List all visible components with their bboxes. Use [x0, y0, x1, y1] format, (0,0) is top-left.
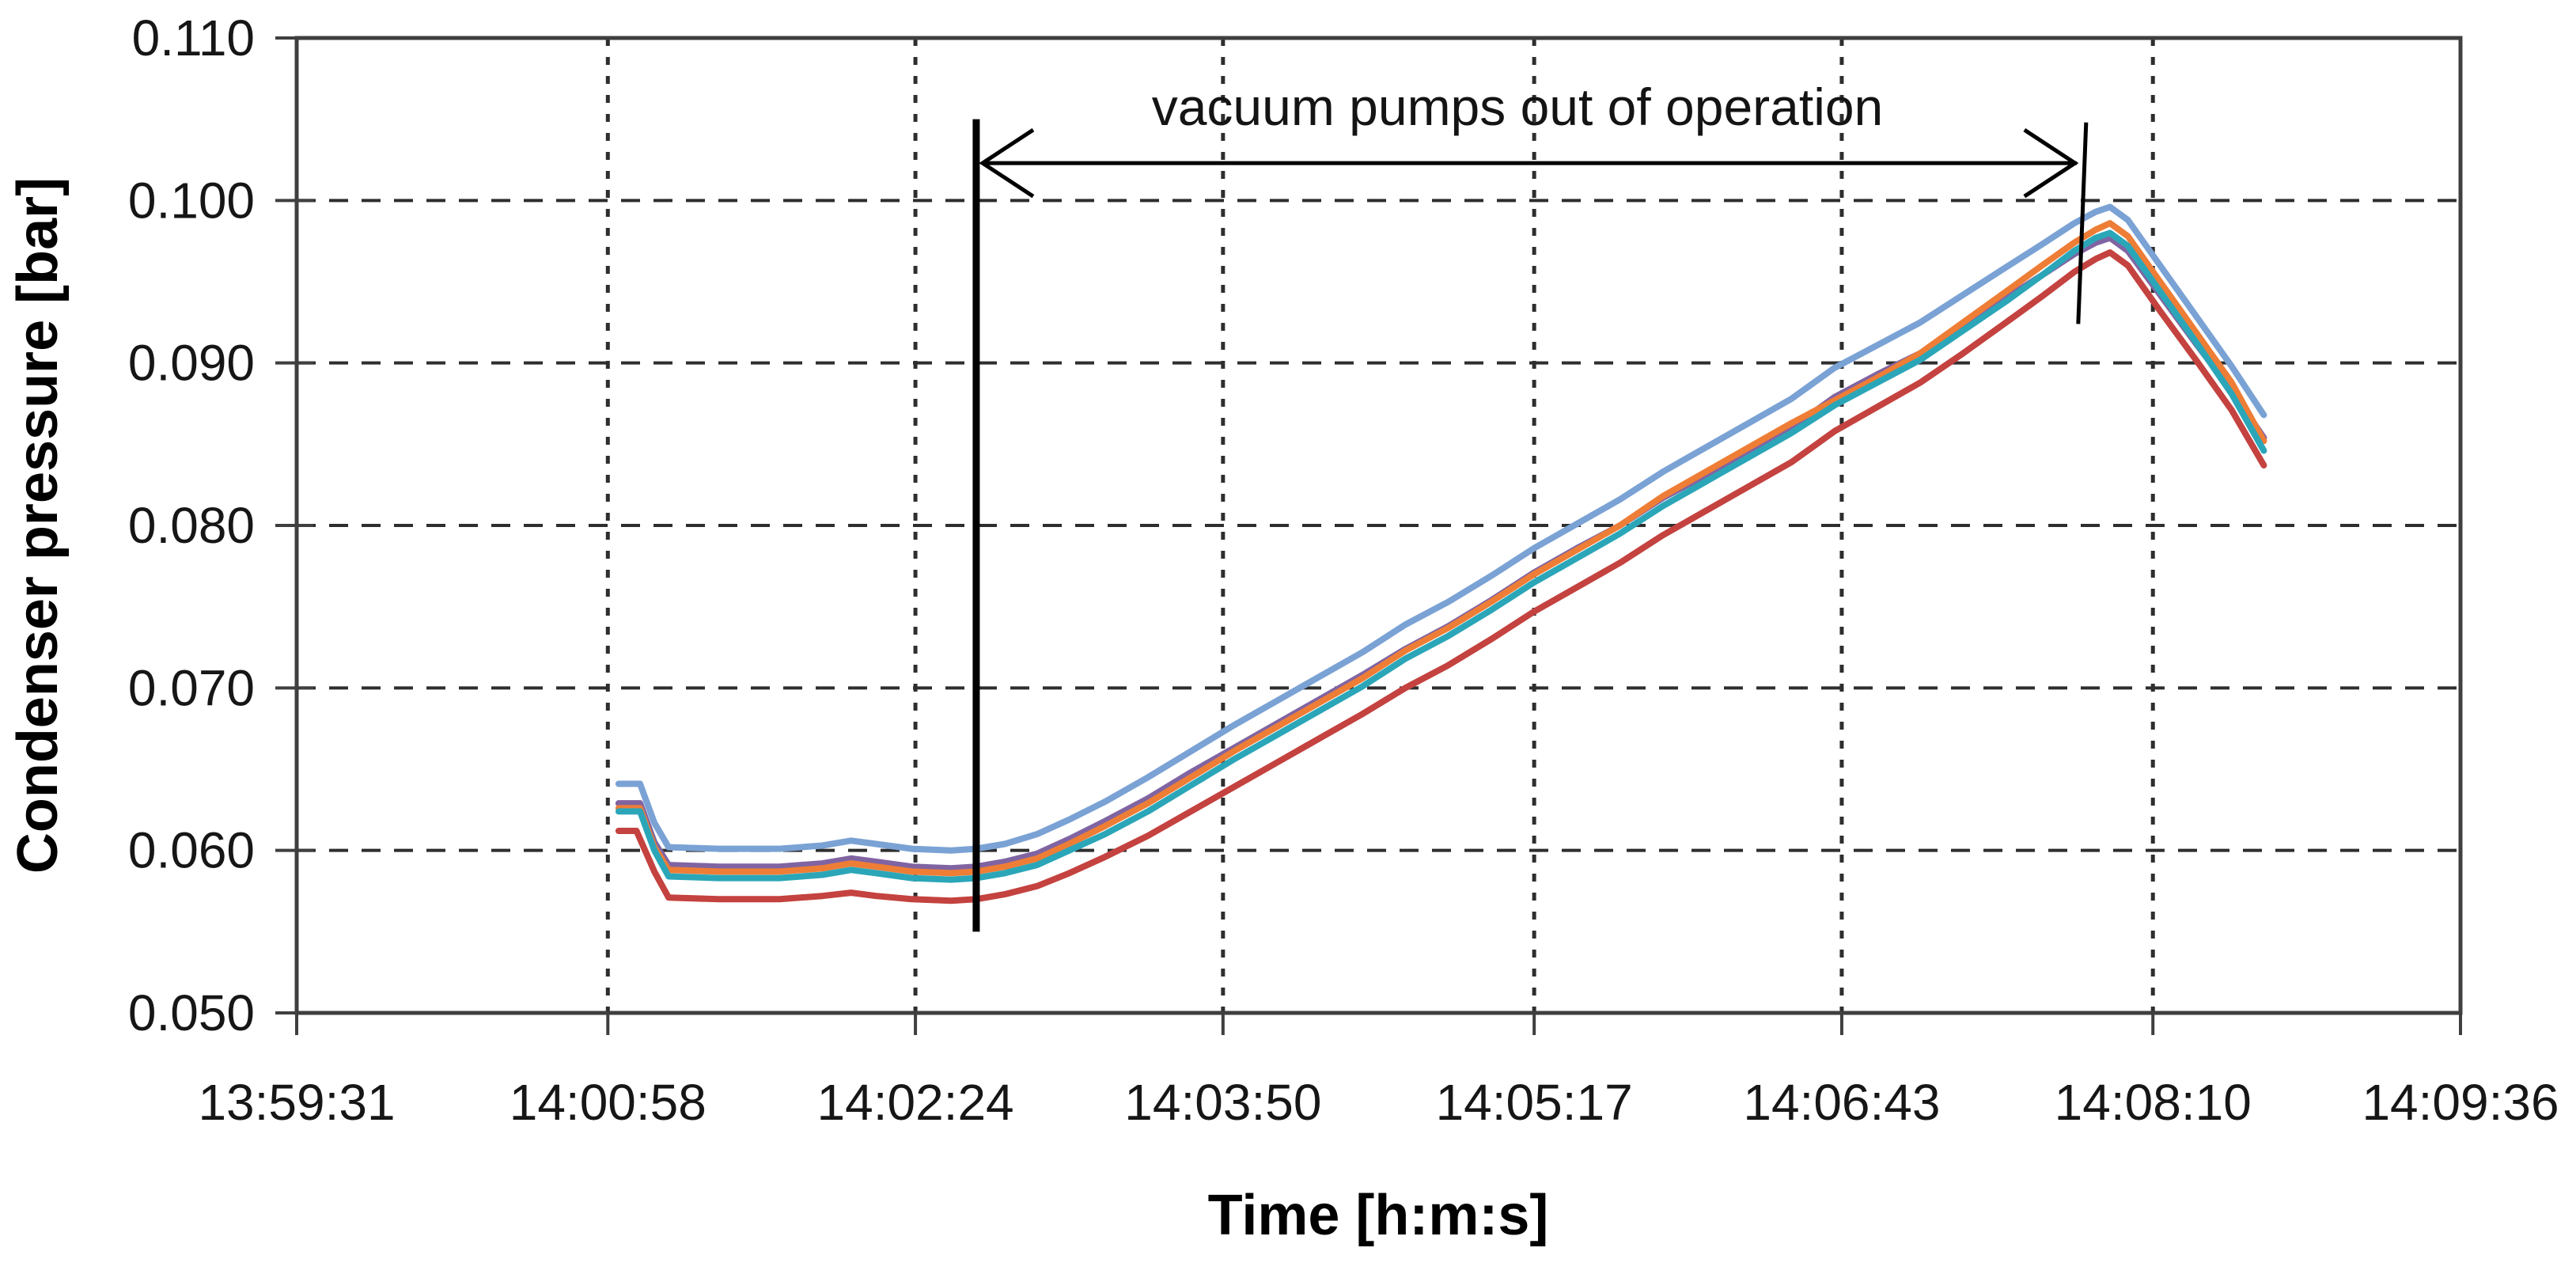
interval-end-marker	[2076, 122, 2089, 324]
y-tick-label: 0.080	[128, 497, 255, 554]
y-tick-label: 0.100	[128, 172, 255, 229]
x-tick-label: 14:03:50	[1124, 1074, 1321, 1131]
series-line-series_teal	[615, 229, 2267, 883]
arrowhead-left-icon	[979, 128, 1035, 199]
x-axis-title: Time [h:m:s]	[1208, 1184, 1549, 1247]
series-line-series_orange	[615, 220, 2267, 877]
series-line-series_red	[615, 249, 2267, 904]
gridlines	[297, 38, 2460, 1013]
x-axis-tick-labels: 13:59:31 14:00:58 14:02:24 14:03:50 14:05:17…	[198, 1074, 2559, 1131]
data-series-lines	[615, 203, 2267, 904]
x-tick-label: 13:59:31	[198, 1074, 395, 1131]
y-tick-label: 0.110	[132, 9, 255, 66]
series-line-series_purple	[615, 234, 2267, 872]
x-tick-label: 14:06:43	[1743, 1074, 1940, 1131]
y-tick-label: 0.060	[128, 822, 255, 879]
x-tick-label: 14:09:36	[2362, 1074, 2559, 1131]
y-axis-title: Condenser pressure [bar]	[6, 177, 70, 874]
series-line-series_blue	[615, 203, 2267, 854]
y-tick-label: 0.070	[128, 659, 255, 716]
annotation-text: vacuum pumps out of operation	[1152, 78, 1884, 136]
x-tick-label: 14:02:24	[817, 1074, 1014, 1131]
y-axis-tick-labels: 0.110 0.100 0.090 0.080 0.070 0.060 0.050	[128, 9, 255, 1041]
vacuum-interval-annotation: vacuum pumps out of operation	[972, 78, 2089, 932]
y-tick-label: 0.050	[128, 984, 255, 1041]
y-tick-label: 0.090	[128, 335, 255, 392]
x-tick-label: 14:08:10	[2055, 1074, 2252, 1131]
axis-tick-marks	[275, 36, 2462, 1035]
arrowhead-right-icon	[2023, 128, 2079, 199]
annotation-arrow-and-lines	[972, 119, 2089, 932]
x-tick-label: 14:05:17	[1436, 1074, 1633, 1131]
x-tick-label: 14:00:58	[510, 1074, 707, 1131]
